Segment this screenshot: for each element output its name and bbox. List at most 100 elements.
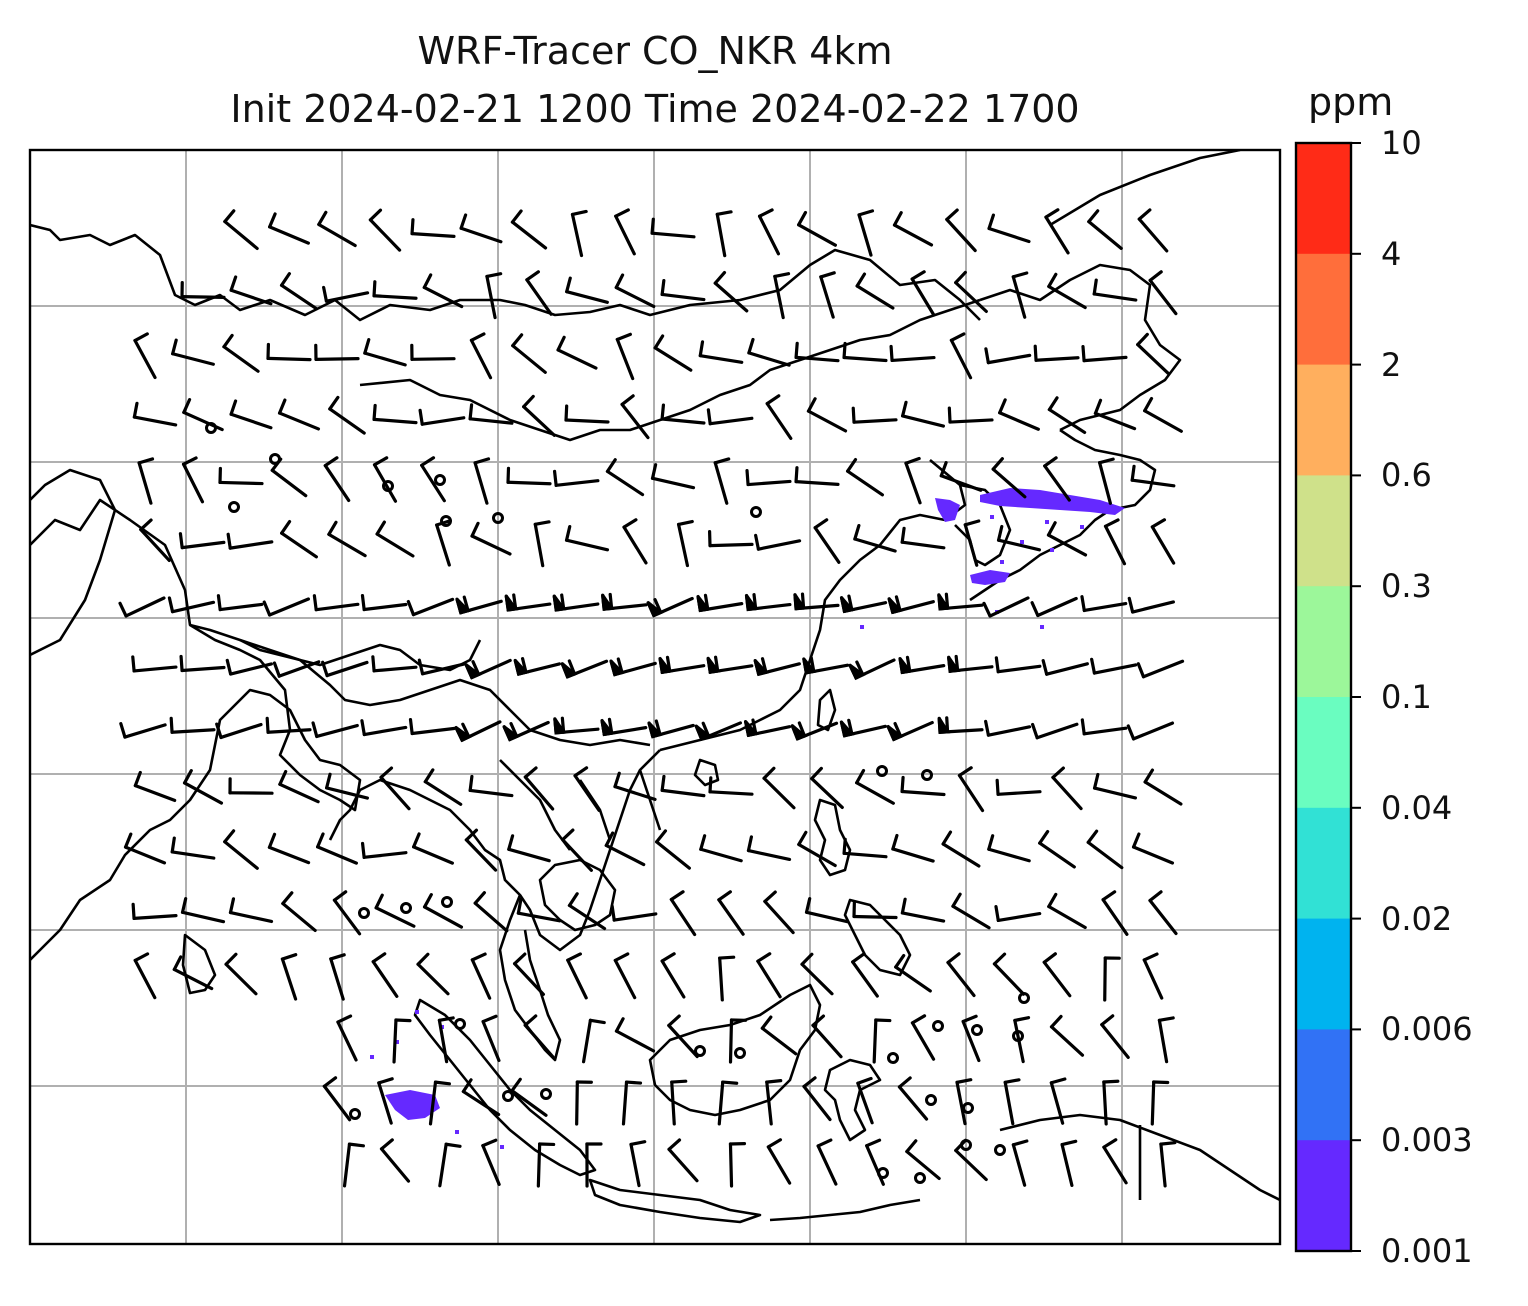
wind-barb	[1148, 890, 1178, 936]
wind-barb	[422, 273, 464, 309]
colorbar-tick-label: 4	[1381, 234, 1402, 273]
wind-barb	[794, 466, 840, 486]
wind-barb	[660, 278, 706, 302]
wind-barb	[470, 521, 512, 556]
wind-barb	[706, 655, 754, 674]
wind-barb	[1003, 1078, 1021, 1126]
wind-barb	[745, 468, 792, 487]
wind-barb	[570, 209, 588, 258]
wind-barb	[937, 716, 984, 734]
wind-barb	[560, 659, 609, 679]
wind-barb	[423, 768, 463, 806]
wind-barb	[167, 596, 216, 614]
wind-barb	[622, 518, 648, 565]
tracer-speck	[370, 1055, 374, 1059]
wind-barb	[1043, 456, 1071, 502]
wind-barb	[279, 272, 319, 311]
wind-barb	[536, 1142, 556, 1188]
wind-barb	[513, 657, 561, 677]
wind-barb	[699, 834, 743, 863]
wind-barb	[615, 332, 635, 381]
wind-barb	[901, 400, 945, 428]
wind-barb	[601, 592, 648, 611]
wind-barb	[1148, 270, 1178, 316]
wind-barb	[485, 272, 503, 320]
wind-barb	[951, 892, 991, 930]
wind-barb	[377, 1077, 394, 1125]
wind-barb	[614, 273, 656, 309]
wind-barb	[949, 332, 973, 380]
wind-barb	[613, 952, 637, 1000]
wind-barb	[891, 833, 935, 863]
wind-barb	[281, 891, 317, 933]
wind-barb	[1060, 1139, 1078, 1188]
wind-barb	[744, 593, 792, 612]
wind-barb	[667, 1138, 699, 1183]
wind-barb	[265, 716, 312, 734]
wind-barb	[660, 403, 706, 425]
wind-barb	[464, 828, 498, 872]
calm-wind-marker	[971, 1024, 983, 1036]
wind-barb	[473, 457, 491, 505]
wind-barb	[706, 408, 754, 426]
wind-barb	[600, 717, 648, 737]
wind-barb	[410, 343, 456, 361]
wind-barb	[322, 285, 370, 303]
wind-barb	[336, 1014, 358, 1062]
wind-barb	[1047, 892, 1087, 930]
wind-barb	[328, 395, 366, 435]
wind-barb	[947, 654, 994, 673]
wind-barb	[1093, 398, 1137, 431]
wind-barb	[581, 1018, 606, 1064]
calm-wind-marker	[440, 515, 452, 527]
wind-barb	[278, 769, 320, 804]
wind-barb	[802, 656, 850, 675]
tracer-plume	[970, 570, 1010, 585]
wind-barb	[887, 595, 935, 615]
wind-barb	[363, 338, 407, 367]
wind-barb	[222, 333, 260, 373]
wind-barb	[653, 334, 693, 372]
wind-barb	[1130, 464, 1176, 488]
wind-barb	[507, 834, 551, 863]
wind-barb	[317, 210, 357, 248]
wind-barb	[743, 718, 792, 738]
wind-barb	[954, 270, 988, 313]
wind-barb	[982, 596, 1030, 618]
wind-barb	[852, 900, 898, 920]
wind-barb	[802, 1076, 832, 1122]
wind-barb	[621, 1080, 643, 1126]
wind-barb	[900, 775, 946, 797]
wind-barb	[708, 776, 754, 796]
wind-barb	[1090, 657, 1138, 675]
calm-wind-marker	[1018, 992, 1030, 1004]
wind-barb	[676, 519, 694, 568]
wind-barb	[816, 1138, 838, 1186]
wind-barb	[180, 281, 226, 299]
wind-barb	[713, 271, 749, 313]
wind-barb	[312, 594, 360, 612]
wind-barb	[609, 657, 657, 677]
wind-barb	[1126, 721, 1175, 741]
wind-barb	[552, 593, 600, 612]
coastlines	[30, 150, 1280, 1224]
wind-barb	[372, 456, 398, 503]
wind-barb	[797, 830, 837, 868]
wind-barb	[360, 841, 408, 859]
wind-barb	[1049, 1014, 1085, 1057]
wind-barb	[556, 335, 598, 370]
tracer-speck	[395, 1040, 399, 1044]
wind-barb	[277, 398, 321, 431]
wind-barb	[553, 716, 600, 735]
wind-barb	[360, 594, 408, 612]
wind-barb	[900, 526, 946, 550]
tracer-speck	[1020, 540, 1024, 544]
wind-barb	[533, 520, 551, 568]
wind-barb	[368, 208, 402, 252]
wind-barb	[459, 213, 503, 244]
arabia	[30, 223, 981, 322]
colorbar-tick-label: 0.006	[1381, 1010, 1473, 1049]
wind-barb	[1041, 659, 1089, 676]
wind-barb	[1051, 766, 1083, 811]
wind-barb	[819, 271, 836, 319]
